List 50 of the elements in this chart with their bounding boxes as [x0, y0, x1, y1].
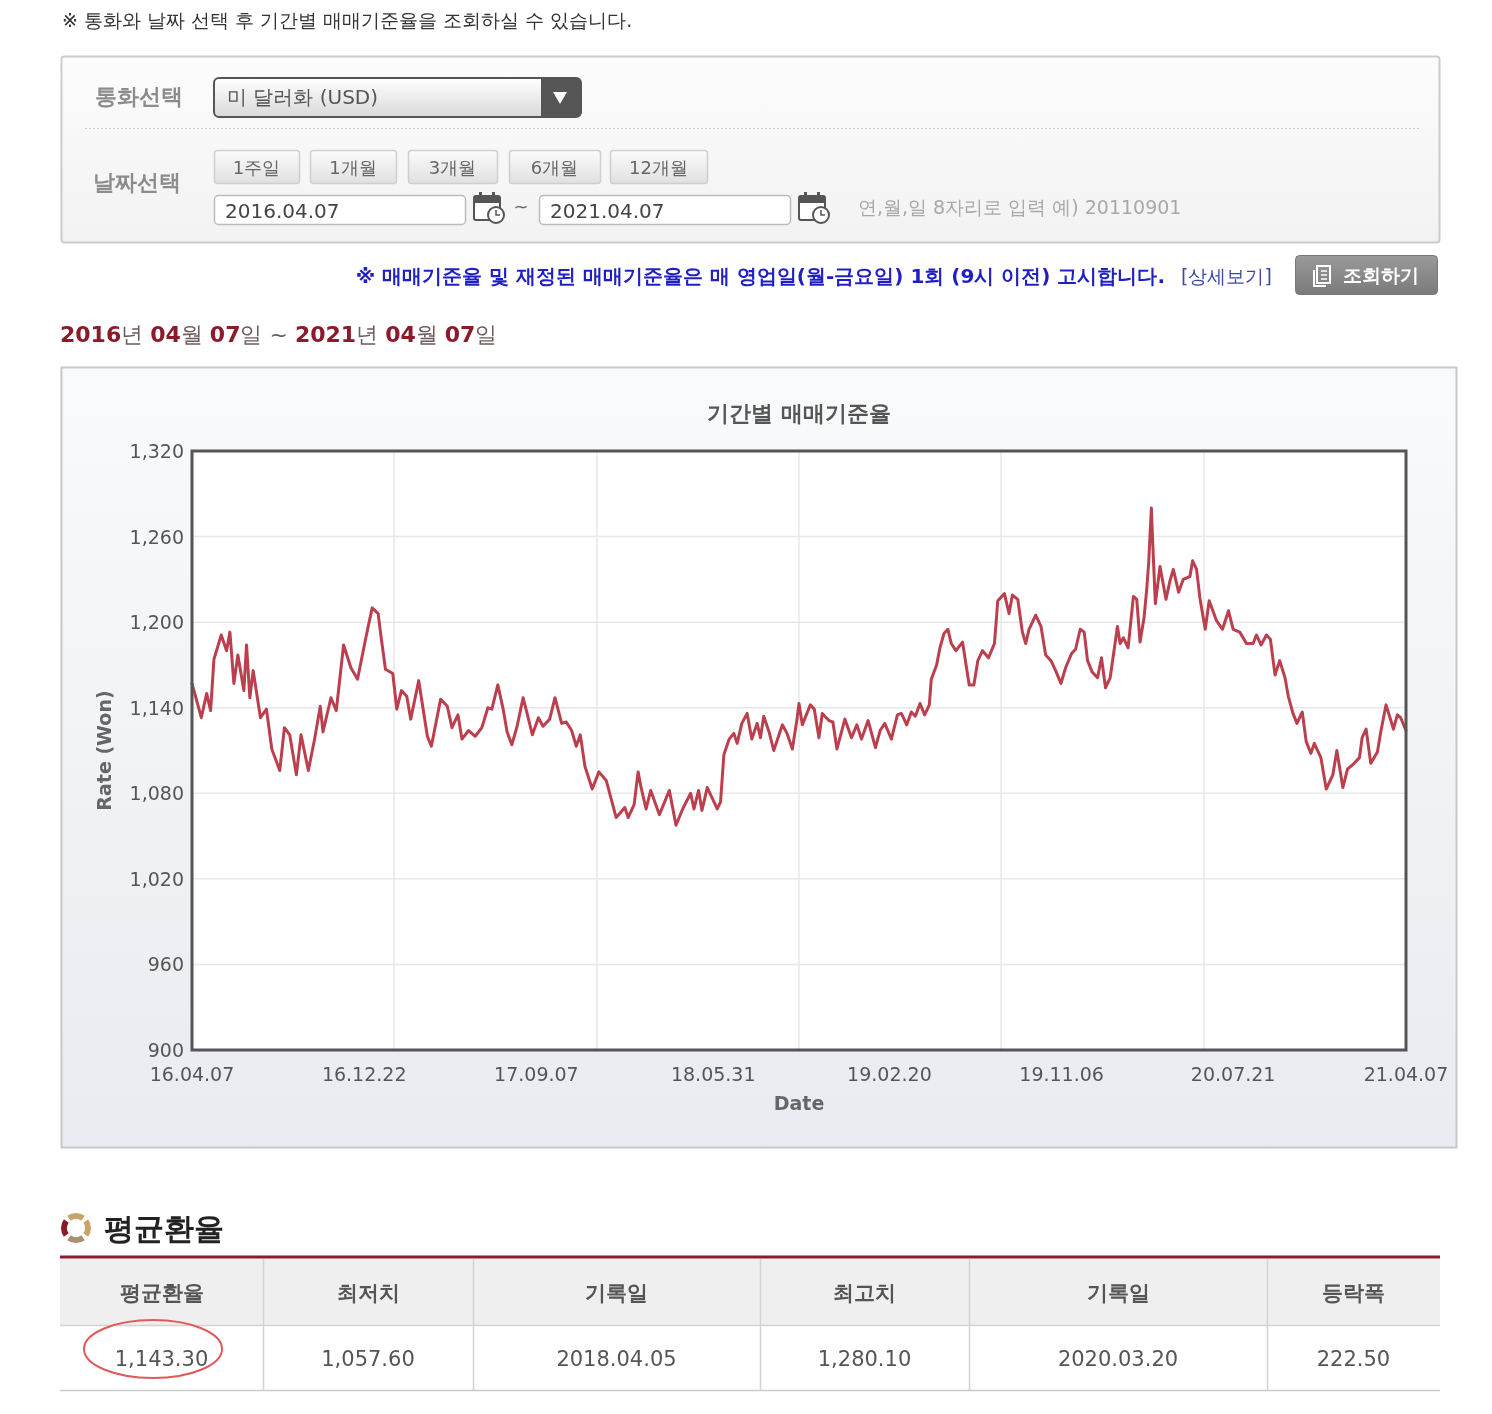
- text: 날짜선택: [93, 170, 181, 195]
- text: 1,143.30: [114, 1347, 209, 1371]
- x-axis-title: Date: [773, 1092, 825, 1114]
- text: 2021.04.07: [550, 199, 665, 223]
- text: 1주일: [232, 157, 281, 178]
- y-tick-label: 1,260: [129, 525, 184, 548]
- text: 최고치: [833, 1281, 896, 1305]
- text: 통화선택: [95, 84, 183, 109]
- x-tick-label: 17.09.07: [494, 1063, 579, 1085]
- text: 2016년 04월 07일 ~ 2021년 04월 07일: [60, 322, 498, 347]
- y-tick-label: 900: [147, 1039, 184, 1061]
- text: ~: [513, 196, 529, 217]
- text: 1개월: [329, 157, 377, 178]
- text: 최저치: [336, 1281, 400, 1305]
- text: 기록일: [585, 1281, 648, 1305]
- chart-title: 기간별 매매기준율: [707, 401, 891, 426]
- text: 2018.04.05: [556, 1347, 677, 1371]
- text: 기록일: [1086, 1281, 1150, 1305]
- text: 222.50: [1316, 1347, 1391, 1371]
- y-tick-label: 1,140: [129, 696, 184, 719]
- x-tick-label: 19.02.20: [847, 1063, 932, 1085]
- x-tick-label: 16.12.22: [321, 1063, 407, 1085]
- text: 등락폭: [1322, 1281, 1385, 1305]
- x-tick-label: 20.07.21: [1190, 1063, 1276, 1085]
- x-tick-label: 16.04.07: [149, 1063, 235, 1085]
- text: 평균환율: [104, 1211, 224, 1246]
- y-tick-label: 1,020: [129, 867, 184, 890]
- y-axis-title: Rate (Won): [93, 690, 115, 811]
- text: 1,280.10: [817, 1347, 912, 1371]
- text: [상세보기]: [1181, 265, 1272, 287]
- x-tick-label: 21.04.07: [1363, 1063, 1449, 1085]
- text: 12개월: [629, 157, 688, 178]
- x-tick-label: 19.11.06: [1019, 1063, 1104, 1085]
- y-tick-label: 1,200: [129, 611, 184, 634]
- text: ※ 통화와 날짜 선택 후 기간별 매매기준율을 조회하실 수 있습니다.: [62, 9, 633, 31]
- text: 6개월: [530, 157, 579, 178]
- line-series: [190, 506, 1408, 827]
- y-tick-label: 1,080: [129, 782, 184, 805]
- text: ※ 매매기준율 및 재정된 매매기준율은 매 영업일(월-금요일) 1회 (9시 이전) 고시합니다.: [355, 264, 1165, 288]
- text: 2020.03.20: [1057, 1347, 1179, 1371]
- text: 1,057.60: [321, 1347, 415, 1371]
- text: 평균환율: [119, 1281, 204, 1305]
- text: 연,월,일 8자리로 입력 예) 20110901: [858, 196, 1182, 218]
- y-tick-label: 960: [147, 953, 184, 976]
- text: 2016.04.07: [225, 199, 340, 223]
- text: 미 달러화 (USD): [227, 85, 379, 109]
- x-tick-label: 18.05.31: [670, 1063, 756, 1085]
- text: 조회하기: [1343, 264, 1419, 286]
- y-tick-label: 1,320: [129, 440, 184, 462]
- text: 3개월: [428, 157, 477, 178]
